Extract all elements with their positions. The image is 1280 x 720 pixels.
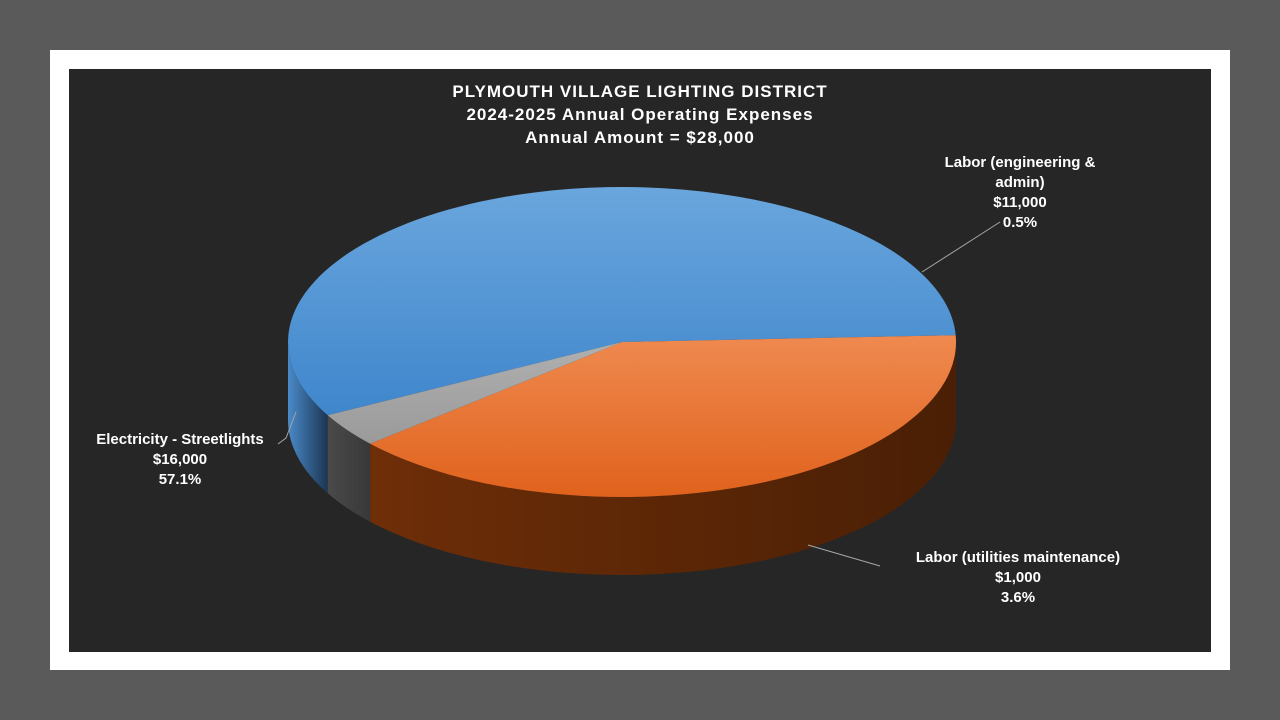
label-labor-utilities-percent: 3.6%: [1000, 589, 1036, 606]
chart-subtitle-amount: Annual Amount = $28,000: [525, 128, 755, 147]
leader-line-labor-utilities: [807, 544, 881, 567]
leader-line-electricity: [277, 411, 297, 445]
slice-side-labor-utilities: [327, 415, 371, 522]
pie-slice-labor-engineering: [370, 335, 957, 497]
leader-line-labor-engineering: [921, 221, 1001, 273]
label-electricity-name: Electricity - Streetlights: [96, 431, 264, 448]
label-electricity: Electricity - Streetlights $16,000 57.1%: [78, 430, 282, 490]
pie-slice-labor-utilities: [327, 342, 622, 444]
slice-side-labor-engineering: [370, 342, 956, 575]
label-electricity-value: $16,000: [152, 451, 208, 468]
label-labor-utilities: Labor (utilities maintenance) $1,000 3.6…: [888, 548, 1148, 608]
label-labor-engineering-value: $11,000: [993, 194, 1047, 211]
label-labor-utilities-name: Labor (utilities maintenance): [915, 549, 1121, 566]
label-labor-engineering-name: Labor (engineering & admin): [944, 154, 1096, 191]
chart-title: PLYMOUTH VILLAGE LIGHTING DISTRICT: [452, 82, 828, 101]
label-labor-engineering-percent: 0.5%: [1002, 214, 1038, 231]
label-electricity-percent: 57.1%: [158, 471, 202, 488]
chart-title-block: PLYMOUTH VILLAGE LIGHTING DISTRICT 2024-…: [69, 80, 1211, 149]
label-labor-engineering: Labor (engineering & admin) $11,000 0.5%: [925, 153, 1115, 233]
chart-subtitle: 2024-2025 Annual Operating Expenses: [466, 105, 814, 124]
pie-slice-electricity: [288, 187, 956, 416]
slice-side-electricity: [288, 342, 328, 494]
label-labor-utilities-value: $1,000: [995, 569, 1041, 586]
